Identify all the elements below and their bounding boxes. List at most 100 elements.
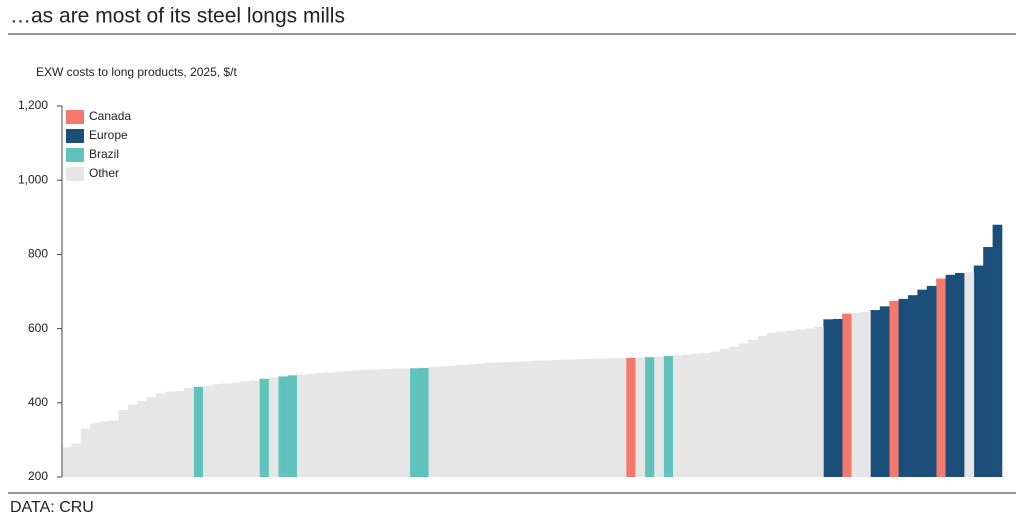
legend-label: Other [89,166,119,180]
bar [607,358,617,477]
bar [334,371,345,477]
y-tick-label: 200 [28,469,48,483]
bar [344,370,354,477]
bar [203,385,213,477]
bar [691,353,702,477]
legend-swatch [66,167,84,181]
legend-swatch [66,129,84,143]
y-tick-label: 1,200 [18,98,48,112]
bar [748,339,758,477]
bar [842,313,852,477]
bar [616,358,627,477]
bar [992,224,1003,477]
y-tick-label: 1,000 [18,172,48,186]
bar [861,311,871,477]
bar [240,381,251,477]
bar [268,377,279,477]
bar [588,358,599,477]
bar [579,359,589,477]
bar [908,295,918,477]
bar [165,391,176,477]
bar [776,331,787,477]
bar [297,374,307,477]
bar [362,369,373,477]
bar [673,355,683,477]
bar [757,336,768,477]
chart-title: …as are most of its steel longs mills [10,5,345,28]
bar [785,330,796,477]
bar [738,343,749,477]
bar [109,420,119,477]
bar [832,318,843,477]
bar [315,373,326,477]
bar [485,362,495,477]
bar [851,313,862,477]
bar [400,368,411,477]
bar [560,359,570,477]
bar [419,367,429,477]
bar [983,246,993,477]
bar [710,351,721,477]
y-tick-label: 600 [28,321,48,335]
bar [212,384,223,477]
bar [682,354,693,477]
bar [898,298,909,477]
bar [814,326,824,477]
bar [325,372,335,477]
bar [955,272,965,477]
bar [391,368,401,477]
bar [184,387,194,477]
y-tick-label: 800 [28,247,48,261]
chart-subtitle: EXW costs to long products, 2025, $/t [36,65,237,79]
bar [532,360,542,477]
bar [945,274,956,477]
source: DATA: CRU [10,499,94,516]
bar [936,278,946,477]
bar [522,361,533,477]
legend-label: Brazil [89,147,119,161]
bar [250,380,260,477]
legend-label: Europe [89,128,128,142]
legend-swatch [66,110,84,124]
legend-label: Canada [89,109,131,123]
bar [287,375,298,477]
bar [926,285,937,477]
bar [221,383,232,477]
bar [278,376,288,477]
bar [381,369,392,477]
bar [879,306,890,477]
bar [550,360,561,477]
bar [663,356,674,477]
bar [973,265,984,477]
bar [428,367,439,477]
bar [409,368,420,477]
bar [353,370,364,477]
bar [541,360,552,477]
bar [654,356,664,477]
bar [80,428,91,477]
bar [729,346,740,477]
bar [447,365,458,477]
bar [804,328,815,477]
bar [701,353,711,477]
bar [62,447,72,477]
bar [494,362,505,477]
bar [306,373,317,477]
bar [644,357,655,477]
bar [127,404,138,477]
bar [372,369,382,477]
bar [466,364,476,477]
bar [71,443,82,477]
bar [917,289,928,477]
bar [259,378,270,477]
bar [438,366,448,477]
bar [870,310,881,477]
bar [118,410,129,477]
bar [137,400,147,477]
bar [626,357,636,477]
legend-swatch [66,148,84,162]
bar [231,382,241,477]
bar [99,421,110,477]
